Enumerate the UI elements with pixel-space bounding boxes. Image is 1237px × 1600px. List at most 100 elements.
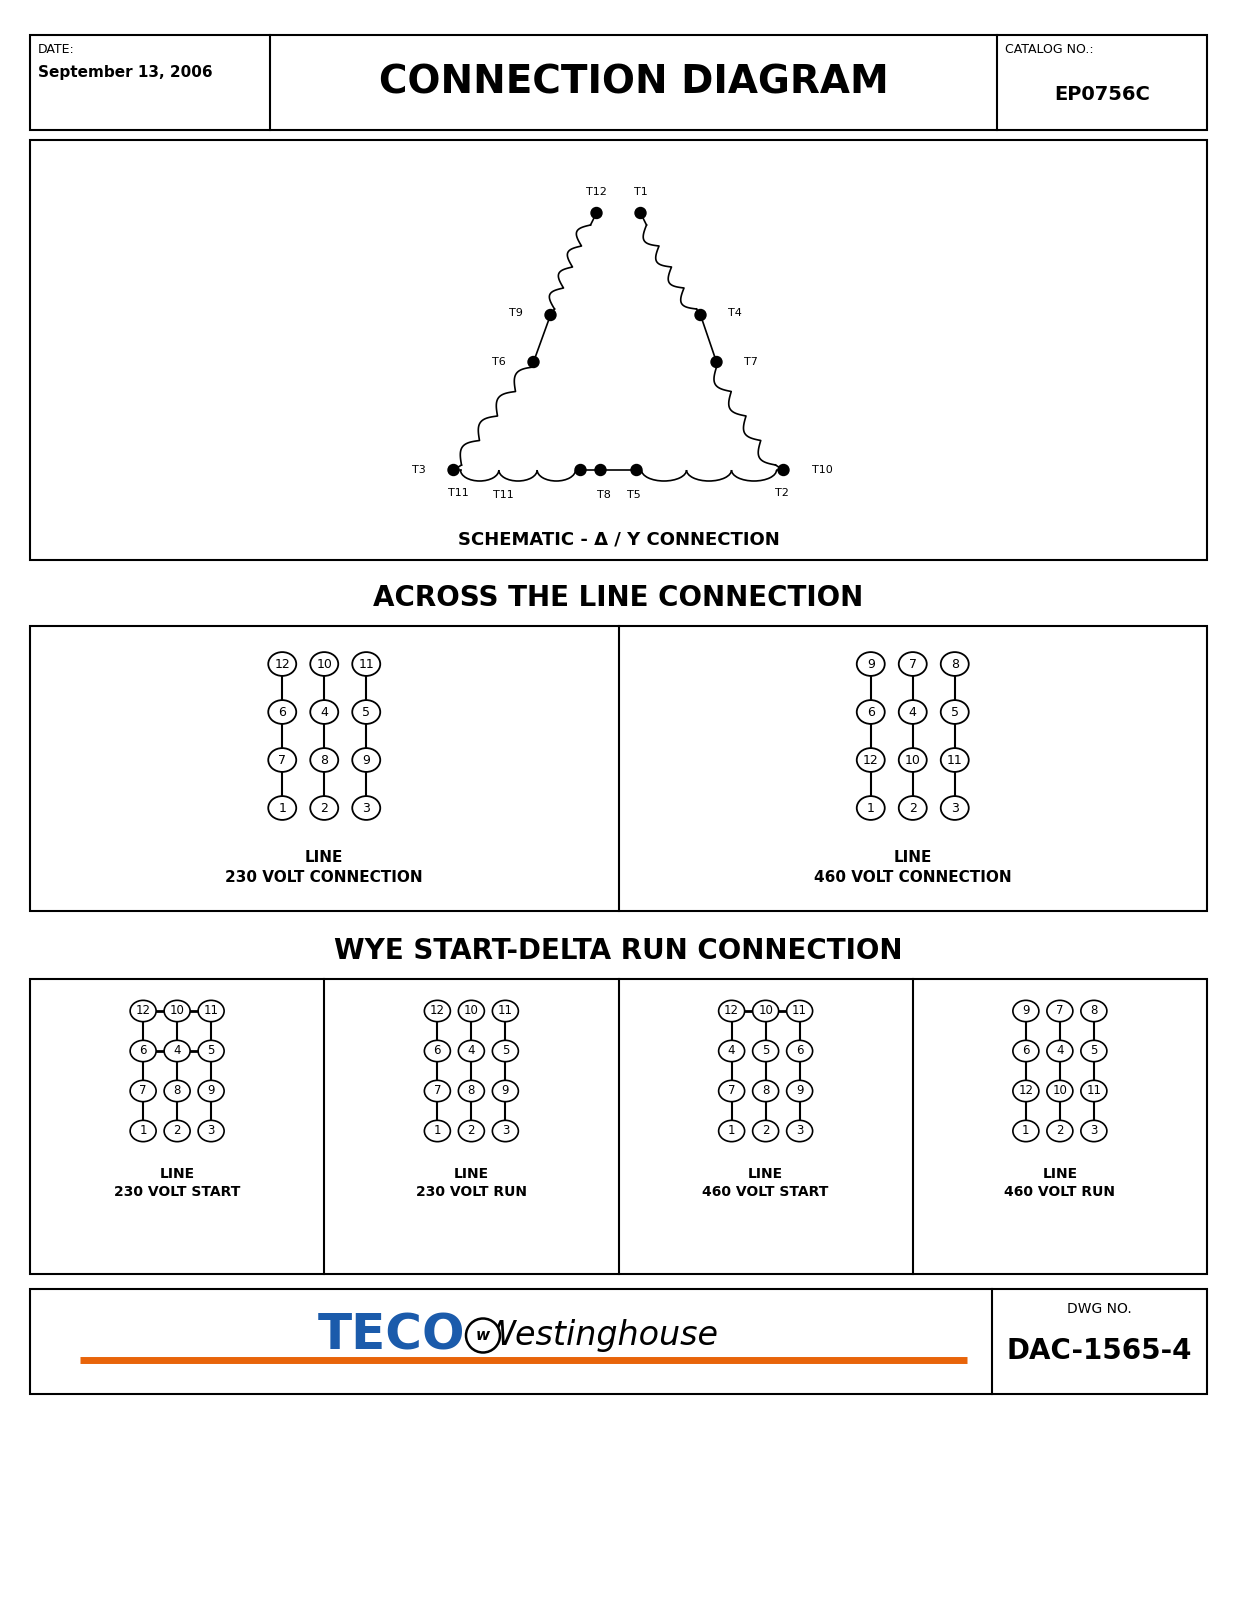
Bar	[30, 979, 1207, 1274]
Text: 460 VOLT CONNECTION: 460 VOLT CONNECTION	[814, 870, 1012, 885]
Text: 10: 10	[317, 658, 333, 670]
Text: 12: 12	[430, 1005, 445, 1018]
Text: EP0756C: EP0756C	[1054, 85, 1150, 104]
Ellipse shape	[459, 1040, 485, 1062]
Text: T9: T9	[508, 307, 522, 318]
Text: 12: 12	[724, 1005, 740, 1018]
Circle shape	[528, 357, 539, 368]
Text: 1: 1	[727, 1125, 735, 1138]
Ellipse shape	[424, 1040, 450, 1062]
Text: T8: T8	[596, 490, 610, 499]
Text: T10: T10	[811, 466, 833, 475]
Ellipse shape	[130, 1040, 156, 1062]
Circle shape	[466, 1318, 500, 1352]
Text: LINE: LINE	[306, 851, 344, 866]
Ellipse shape	[1013, 1080, 1039, 1102]
Ellipse shape	[165, 1080, 190, 1102]
Text: 9: 9	[502, 1085, 510, 1098]
Text: 8: 8	[320, 754, 328, 766]
Text: 10: 10	[169, 1005, 184, 1018]
Text: 4: 4	[727, 1045, 735, 1058]
Text: T3: T3	[412, 466, 426, 475]
Text: 230 VOLT CONNECTION: 230 VOLT CONNECTION	[225, 870, 423, 885]
Text: 1: 1	[867, 802, 875, 814]
Text: 3: 3	[795, 1125, 803, 1138]
Ellipse shape	[941, 653, 969, 675]
Text: 1: 1	[1022, 1125, 1029, 1138]
Text: 1: 1	[140, 1125, 147, 1138]
Text: 9: 9	[208, 1085, 215, 1098]
Ellipse shape	[752, 1040, 778, 1062]
Text: LINE: LINE	[1043, 1166, 1077, 1181]
Ellipse shape	[941, 797, 969, 819]
Text: 9: 9	[362, 754, 370, 766]
Text: 2: 2	[1056, 1125, 1064, 1138]
Ellipse shape	[1047, 1080, 1072, 1102]
Text: 5: 5	[362, 706, 370, 718]
Text: T6: T6	[492, 357, 506, 366]
Ellipse shape	[459, 1080, 485, 1102]
Text: 3: 3	[1090, 1125, 1097, 1138]
Bar	[30, 626, 1207, 910]
Ellipse shape	[459, 1000, 485, 1022]
Text: SCHEMATIC - Δ / Y CONNECTION: SCHEMATIC - Δ / Y CONNECTION	[458, 531, 779, 549]
Ellipse shape	[787, 1080, 813, 1102]
Ellipse shape	[719, 1080, 745, 1102]
Text: DATE:: DATE:	[38, 43, 74, 56]
Text: 2: 2	[762, 1125, 769, 1138]
Ellipse shape	[1013, 1120, 1039, 1142]
Circle shape	[546, 309, 555, 320]
Text: T1: T1	[633, 187, 647, 197]
Bar	[30, 1290, 1207, 1394]
Bar	[30, 141, 1207, 560]
Ellipse shape	[857, 653, 884, 675]
Text: LINE: LINE	[454, 1166, 489, 1181]
Text: 1: 1	[434, 1125, 442, 1138]
Ellipse shape	[899, 701, 927, 723]
Ellipse shape	[268, 749, 296, 771]
Text: 4: 4	[468, 1045, 475, 1058]
Text: 5: 5	[951, 706, 959, 718]
Text: T7: T7	[745, 357, 758, 366]
Ellipse shape	[130, 1000, 156, 1022]
Ellipse shape	[1047, 1000, 1072, 1022]
Text: 12: 12	[1018, 1085, 1033, 1098]
Text: 3: 3	[208, 1125, 215, 1138]
Text: 12: 12	[136, 1005, 151, 1018]
Ellipse shape	[752, 1000, 778, 1022]
Ellipse shape	[1047, 1040, 1072, 1062]
Text: 2: 2	[468, 1125, 475, 1138]
Text: 11: 11	[204, 1005, 219, 1018]
Circle shape	[711, 357, 722, 368]
Text: 6: 6	[434, 1045, 442, 1058]
Text: 10: 10	[464, 1005, 479, 1018]
Text: 2: 2	[173, 1125, 181, 1138]
Text: LINE: LINE	[748, 1166, 783, 1181]
Text: 2: 2	[320, 802, 328, 814]
Text: 12: 12	[863, 754, 878, 766]
Ellipse shape	[941, 701, 969, 723]
Ellipse shape	[198, 1040, 224, 1062]
Bar	[30, 35, 1207, 130]
Text: T11: T11	[448, 488, 469, 498]
Text: 3: 3	[951, 802, 959, 814]
Text: 9: 9	[795, 1085, 803, 1098]
Ellipse shape	[165, 1120, 190, 1142]
Circle shape	[778, 464, 789, 475]
Ellipse shape	[492, 1080, 518, 1102]
Text: 9: 9	[867, 658, 875, 670]
Text: T11: T11	[494, 490, 513, 499]
Text: LINE: LINE	[160, 1166, 194, 1181]
Ellipse shape	[1047, 1120, 1072, 1142]
Circle shape	[448, 464, 459, 475]
Ellipse shape	[424, 1080, 450, 1102]
Text: T5: T5	[627, 490, 641, 499]
Text: 7: 7	[140, 1085, 147, 1098]
Ellipse shape	[353, 701, 380, 723]
Ellipse shape	[899, 749, 927, 771]
Ellipse shape	[1081, 1000, 1107, 1022]
Ellipse shape	[310, 749, 338, 771]
Ellipse shape	[353, 797, 380, 819]
Ellipse shape	[787, 1000, 813, 1022]
Text: 1: 1	[278, 802, 286, 814]
